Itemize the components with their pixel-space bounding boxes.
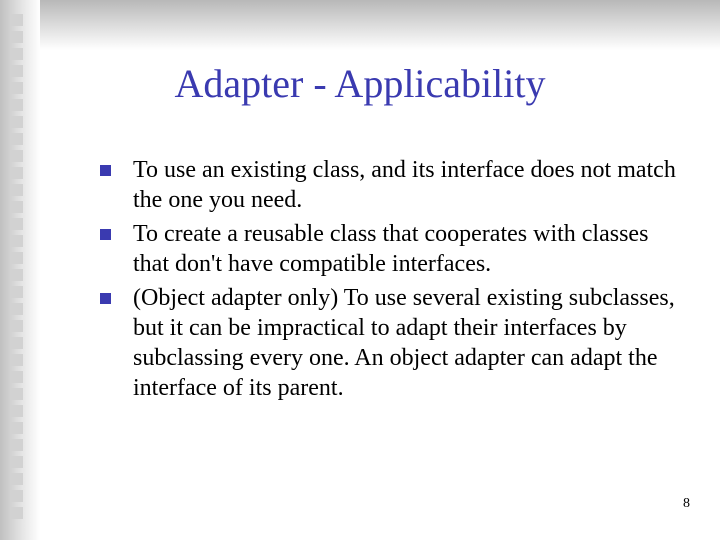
sidebar-square-icon [11, 371, 23, 383]
sidebar-square-icon [11, 320, 23, 332]
bullet-text: (Object adapter only) To use several exi… [133, 283, 690, 403]
bullet-square-icon [100, 229, 111, 240]
sidebar-square-icon [11, 167, 23, 179]
sidebar-square-icon [11, 354, 23, 366]
sidebar-square-icon [11, 150, 23, 162]
sidebar-square-icon [11, 422, 23, 434]
slide-title: Adapter - Applicability [0, 60, 720, 107]
sidebar-square-icon [11, 31, 23, 43]
sidebar-square-icon [11, 48, 23, 60]
page-number: 8 [683, 496, 690, 512]
bullet-item: (Object adapter only) To use several exi… [100, 283, 690, 403]
sidebar-square-icon [11, 184, 23, 196]
bullet-item: To use an existing class, and its interf… [100, 155, 690, 215]
sidebar-square-icon [11, 252, 23, 264]
sidebar-square-icon [11, 439, 23, 451]
slide-content: To use an existing class, and its interf… [100, 155, 690, 407]
sidebar-square-icon [11, 303, 23, 315]
sidebar-square-icon [11, 133, 23, 145]
sidebar-square-icon [11, 473, 23, 485]
bullet-square-icon [100, 165, 111, 176]
sidebar-square-icon [11, 490, 23, 502]
sidebar-square-icon [11, 388, 23, 400]
sidebar-square-icon [11, 269, 23, 281]
sidebar-square-icon [11, 201, 23, 213]
bullet-square-icon [100, 293, 111, 304]
slide: Adapter - Applicability To use an existi… [0, 0, 720, 540]
sidebar-square-icon [11, 116, 23, 128]
bullet-text: To use an existing class, and its interf… [133, 155, 690, 215]
sidebar-square-icon [11, 286, 23, 298]
sidebar-square-icon [11, 14, 23, 26]
sidebar-square-icon [11, 405, 23, 417]
sidebar-square-icon [11, 456, 23, 468]
sidebar-square-icon [11, 218, 23, 230]
bullet-text: To create a reusable class that cooperat… [133, 219, 690, 279]
bullet-item: To create a reusable class that cooperat… [100, 219, 690, 279]
sidebar-square-icon [11, 235, 23, 247]
sidebar-square-icon [11, 507, 23, 519]
sidebar-square-icon [11, 337, 23, 349]
top-gradient-bar [0, 0, 720, 50]
